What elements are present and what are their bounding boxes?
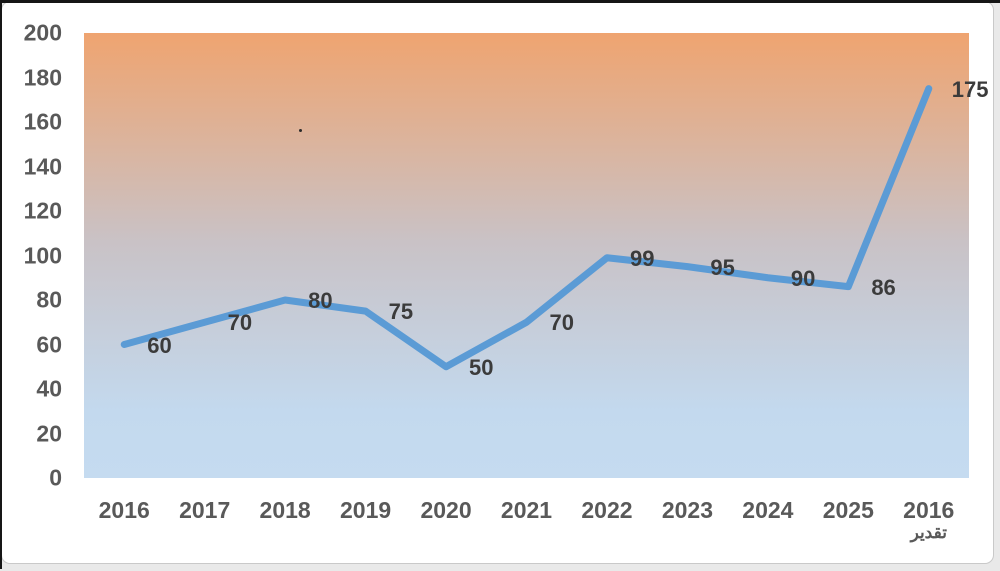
x-tick-year: 2021 <box>500 497 553 523</box>
y-tick-label: 60 <box>36 331 62 357</box>
data-point-label: 75 <box>388 299 414 325</box>
x-tick-year: 2016 <box>903 497 955 523</box>
stray-dot <box>299 129 302 132</box>
x-tick-label: 2018 <box>260 498 311 522</box>
x-tick-label: 2023 <box>662 498 713 522</box>
data-point-label: 60 <box>147 332 172 358</box>
x-tick-label: 2019 <box>340 498 391 522</box>
data-point-label: 99 <box>629 245 655 271</box>
y-tick-label: 80 <box>36 286 62 313</box>
x-tick-label: 2022 <box>581 498 632 522</box>
data-point-label: 86 <box>871 274 896 300</box>
data-point-label: 95 <box>710 254 735 280</box>
x-tick-label: 2024 <box>742 498 793 522</box>
x-tick-label: 2016 <box>99 498 150 522</box>
x-tick-label: 2020 <box>420 498 471 522</box>
x-tick-year: 2018 <box>259 497 311 523</box>
x-tick-year: 2019 <box>339 497 392 523</box>
y-tick-label: 120 <box>23 197 62 224</box>
x-tick-year: 2025 <box>822 497 874 523</box>
x-tick-label: 2021 <box>501 498 552 522</box>
y-tick-label: 0 <box>49 464 62 491</box>
data-point-label: 50 <box>469 354 494 380</box>
x-tick-year: 2023 <box>661 497 713 523</box>
chart-card: 0 20 40 60 80 100 120 140 160 180 200 2016 2017 2018… <box>1 1 994 564</box>
data-point-label: 80 <box>308 288 333 313</box>
y-tick-label: 160 <box>23 108 62 135</box>
data-point-label: 90 <box>790 265 816 291</box>
dark-top-edge <box>0 0 1000 3</box>
x-tick-year: 2016 <box>98 497 150 523</box>
data-point-label: 175 <box>951 76 989 102</box>
y-tick-label: 100 <box>23 242 62 268</box>
data-point-label: 70 <box>227 310 253 336</box>
dark-left-edge <box>0 0 2 569</box>
x-tick-label: 2017 <box>179 498 230 522</box>
x-tick-year: 2022 <box>581 497 633 523</box>
plot-area <box>84 33 969 478</box>
x-tick-year: 2020 <box>420 497 472 523</box>
y-tick-label: 40 <box>36 375 62 402</box>
x-tick-label: 2016 تقدير <box>903 498 954 543</box>
y-tick-label: 200 <box>23 19 62 46</box>
y-tick-label: 140 <box>23 153 62 179</box>
y-tick-label: 20 <box>36 420 62 446</box>
x-tick-estimate-label: تقدير <box>910 523 947 542</box>
x-tick-year: 2024 <box>742 497 794 523</box>
y-tick-label: 180 <box>23 64 62 90</box>
x-tick-label: 2025 <box>823 498 874 522</box>
x-tick-year: 2017 <box>179 497 231 523</box>
data-point-label: 70 <box>549 310 574 336</box>
